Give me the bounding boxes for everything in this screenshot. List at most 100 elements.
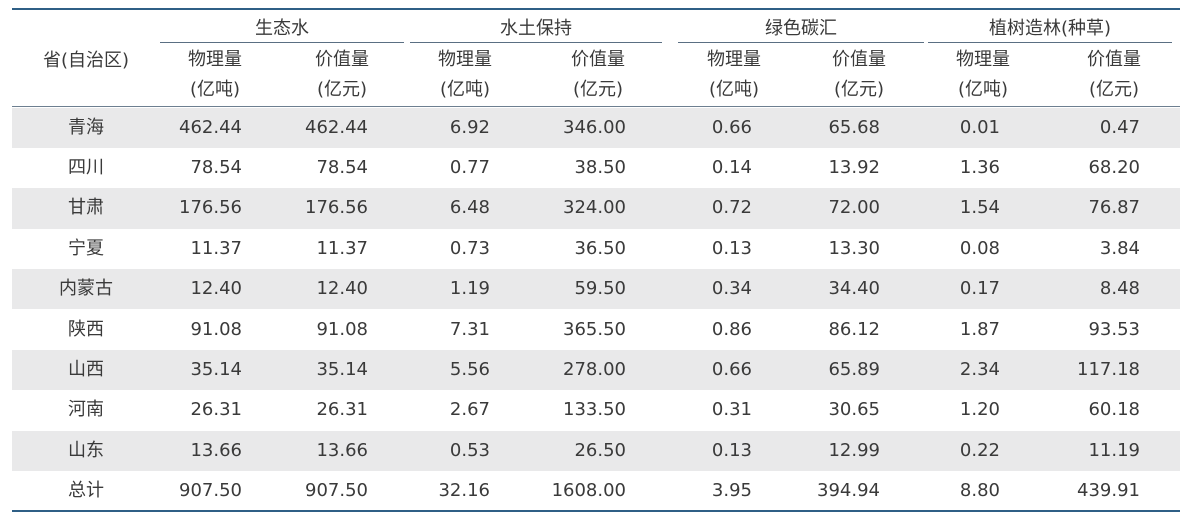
table-cell: 7.31 [449, 318, 490, 340]
table-cell: 35.14 [190, 358, 242, 380]
table-cell: 907.50 [305, 480, 368, 502]
table-cell: 462.44 [305, 116, 368, 138]
table-cell: 462.44 [179, 116, 242, 138]
table-cell: 78.54 [190, 156, 242, 178]
table-cell: 117.18 [1077, 358, 1140, 380]
table-cell: 38.50 [574, 156, 626, 178]
table-cell: 0.53 [449, 439, 490, 461]
table-cell: 0.77 [449, 156, 490, 178]
table-cell: 0.34 [711, 278, 752, 300]
row-name-cell: 内蒙古 [59, 278, 113, 300]
group-header-eco-water: 生态水 [255, 18, 309, 39]
table-cell: 78.54 [316, 156, 368, 178]
row-name-cell: 山西 [68, 358, 104, 380]
table-cell: 439.91 [1077, 480, 1140, 502]
table-row: 甘肃 176.56 176.56 6.48 324.00 0.72 72.00 1.54 76.… [12, 188, 1180, 229]
table-cell: 65.68 [828, 116, 880, 138]
table-cell: 6.48 [449, 197, 490, 219]
table-cell: 5.56 [449, 358, 490, 380]
table-cell: 12.40 [190, 278, 242, 300]
table-cell: 72.00 [828, 197, 880, 219]
group-rule-afforestation [928, 42, 1172, 43]
table-cell: 26.31 [190, 399, 242, 421]
table-cell: 36.50 [574, 237, 626, 259]
subheader-value: 价值量 [315, 49, 369, 70]
table-cell: 1.54 [959, 197, 1000, 219]
table-cell: 59.50 [574, 278, 626, 300]
header-bottom-rule [12, 106, 1180, 107]
table-cell: 2.67 [449, 399, 490, 421]
table-cell: 0.47 [1099, 116, 1140, 138]
table-row: 山东 13.66 13.66 0.53 26.50 0.13 12.99 0.22 11.19 [12, 430, 1180, 472]
table-cell: 365.50 [563, 318, 626, 340]
subheader-unit-ton: (亿吨) [189, 79, 241, 100]
table-cell: 3.95 [711, 480, 752, 502]
table-cell: 65.89 [828, 358, 880, 380]
table-cell: 0.13 [711, 439, 752, 461]
table-cell: 176.56 [179, 197, 242, 219]
table-cell: 0.08 [959, 237, 1000, 259]
table-cell: 0.86 [711, 318, 752, 340]
row-name-cell: 宁夏 [68, 237, 104, 259]
subheader-physical: 物理量 [188, 49, 242, 70]
table-cell: 0.31 [711, 399, 752, 421]
table-cell: 0.01 [959, 116, 1000, 138]
row-name-cell: 四川 [68, 156, 104, 178]
table-cell: 12.40 [316, 278, 368, 300]
subheader-unit-ton: (亿吨) [708, 79, 760, 100]
row-name-cell: 河南 [68, 399, 104, 421]
table-bottom-rule [12, 510, 1180, 512]
row-name-cell: 山东 [68, 439, 104, 461]
table-cell: 0.66 [711, 116, 752, 138]
table-row: 总计 907.50 907.50 32.16 1608.00 3.95 394.94 8.80… [12, 471, 1180, 511]
subheader-value: 价值量 [832, 49, 886, 70]
table-cell: 13.92 [828, 156, 880, 178]
table-cell: 8.48 [1099, 278, 1140, 300]
subheader-physical: 物理量 [956, 49, 1010, 70]
table-row: 内蒙古 12.40 12.40 1.19 59.50 0.34 34.40 0.17 8.48 [12, 269, 1180, 310]
table-row: 陕西 91.08 91.08 7.31 365.50 0.86 86.12 1.87 93.53 [12, 310, 1180, 350]
group-rule-green-carbon [678, 42, 924, 43]
row-name-cell: 总计 [68, 480, 104, 502]
table-cell: 32.16 [438, 480, 490, 502]
table-cell: 26.31 [316, 399, 368, 421]
row-name-cell: 陕西 [68, 318, 104, 340]
table-cell: 0.66 [711, 358, 752, 380]
table-row: 河南 26.31 26.31 2.67 133.50 0.31 30.65 1.20 60.18 [12, 390, 1180, 430]
table-top-rule [12, 8, 1180, 10]
subheader-physical: 物理量 [707, 49, 761, 70]
subheader-unit-ton: (亿吨) [439, 79, 491, 100]
table-cell: 907.50 [179, 480, 242, 502]
table-cell: 6.92 [449, 116, 490, 138]
table-cell: 1.36 [959, 156, 1000, 178]
table-cell: 60.18 [1088, 399, 1140, 421]
table-cell: 1608.00 [551, 480, 626, 502]
table-cell: 34.40 [828, 278, 880, 300]
table-cell: 0.14 [711, 156, 752, 178]
subheader-physical: 物理量 [438, 49, 492, 70]
table-cell: 8.80 [959, 480, 1000, 502]
table-cell: 0.73 [449, 237, 490, 259]
row-name-cell: 甘肃 [68, 197, 104, 219]
table-row: 四川 78.54 78.54 0.77 38.50 0.14 13.92 1.36 68.20 [12, 148, 1180, 188]
table-cell: 0.22 [959, 439, 1000, 461]
row-label-header: 省(自治区) [42, 50, 130, 71]
group-header-afforestation: 植树造林(种草) [988, 18, 1112, 39]
table-cell: 11.37 [190, 237, 242, 259]
table-cell: 3.84 [1099, 237, 1140, 259]
group-rule-eco-water [160, 42, 404, 43]
table-cell: 0.13 [711, 237, 752, 259]
table-cell: 13.66 [316, 439, 368, 461]
table-cell: 13.66 [190, 439, 242, 461]
table-cell: 2.34 [959, 358, 1000, 380]
table-cell: 12.99 [828, 439, 880, 461]
table-cell: 11.19 [1088, 439, 1140, 461]
table-cell: 1.19 [449, 278, 490, 300]
table-cell: 0.17 [959, 278, 1000, 300]
table-cell: 133.50 [563, 399, 626, 421]
table-cell: 324.00 [563, 197, 626, 219]
table-cell: 91.08 [316, 318, 368, 340]
subheader-value: 价值量 [1087, 49, 1141, 70]
table-cell: 11.37 [316, 237, 368, 259]
table-cell: 35.14 [316, 358, 368, 380]
